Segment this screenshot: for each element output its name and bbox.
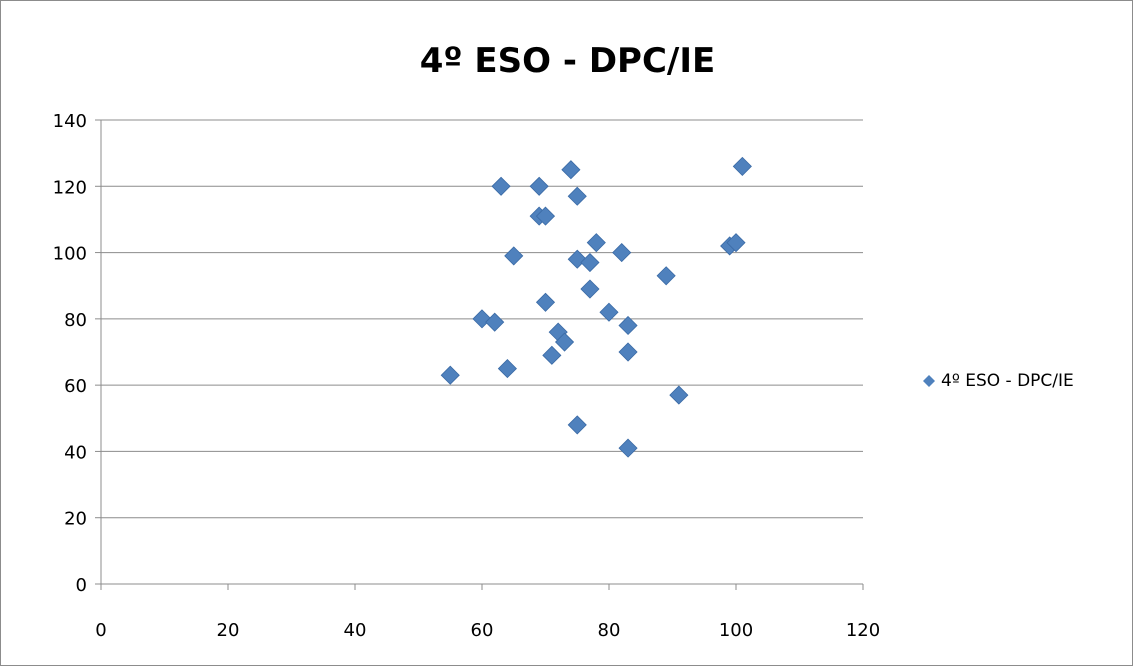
x-tick-label: 0 xyxy=(95,620,106,641)
data-point xyxy=(485,312,505,332)
y-tick-label: 20 xyxy=(64,509,87,530)
data-point xyxy=(586,233,606,253)
data-point xyxy=(580,279,600,299)
x-tick-label: 40 xyxy=(344,620,367,641)
chart-title: 4º ESO - DPC/IE xyxy=(419,41,716,81)
data-point xyxy=(599,302,619,322)
data-point xyxy=(554,332,575,352)
data-point xyxy=(535,292,556,312)
y-tick-label: 140 xyxy=(53,111,87,132)
y-tick-label: 80 xyxy=(64,310,87,331)
data-point xyxy=(656,266,676,286)
x-tick-labels: 0 20 40 60 80 100 120 xyxy=(95,620,880,641)
data-point xyxy=(726,233,746,253)
x-tick-label: 100 xyxy=(719,620,753,641)
y-tick-label: 60 xyxy=(64,376,87,397)
y-tick-label: 120 xyxy=(53,177,87,198)
axes xyxy=(95,119,864,590)
data-point xyxy=(618,342,638,362)
data-point xyxy=(612,243,632,263)
x-tick-label: 120 xyxy=(846,620,880,641)
data-point xyxy=(669,385,689,405)
data-point xyxy=(580,252,600,273)
gridlines xyxy=(101,119,863,519)
data-point xyxy=(567,186,587,206)
data-point xyxy=(497,359,517,379)
legend-label: 4º ESO - DPC/IE xyxy=(941,371,1074,391)
data-point xyxy=(440,365,460,385)
legend: 4º ESO - DPC/IE xyxy=(923,369,1074,393)
y-tick-labels: 0 20 40 60 80 100 120 140 xyxy=(53,111,87,596)
data-points xyxy=(440,156,752,458)
data-point xyxy=(529,176,549,196)
data-point xyxy=(567,415,587,435)
x-tick-label: 20 xyxy=(217,620,240,641)
data-point xyxy=(618,438,638,458)
legend-diamond-icon xyxy=(923,375,935,387)
y-tick-label: 0 xyxy=(76,575,87,596)
y-tick-label: 40 xyxy=(64,442,87,463)
x-tick-label: 80 xyxy=(598,620,621,641)
data-point xyxy=(491,176,511,196)
data-point xyxy=(542,345,562,365)
data-point xyxy=(618,315,638,336)
data-point xyxy=(535,206,556,226)
x-tick-label: 60 xyxy=(471,620,494,641)
data-point xyxy=(732,156,752,176)
data-point xyxy=(504,246,524,266)
data-point xyxy=(561,160,581,180)
y-tick-label: 100 xyxy=(53,244,87,265)
